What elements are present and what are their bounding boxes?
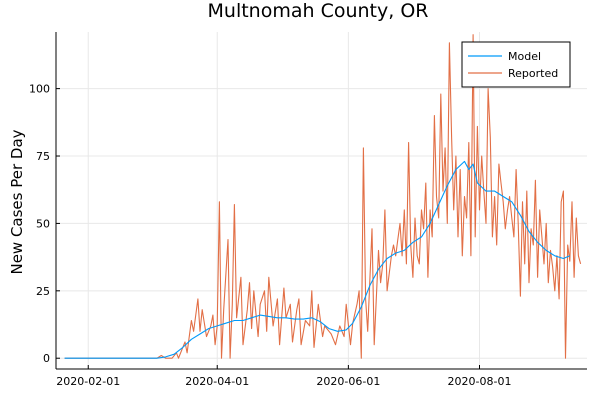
x-tick-label: 2020-04-01 — [185, 375, 249, 388]
y-tick-label: 100 — [29, 83, 50, 96]
y-tick-label: 50 — [36, 217, 50, 230]
x-tick-label: 2020-06-01 — [316, 375, 380, 388]
y-tick-label: 25 — [36, 285, 50, 298]
series-line-reported — [64, 34, 582, 359]
y-tick-label: 0 — [43, 352, 50, 365]
legend-label-model: Model — [508, 50, 541, 63]
series-line-model — [64, 160, 571, 359]
tick-labels: 2020-02-01 2020-04-01 2020-06-01 2020-08-01… — [29, 83, 511, 388]
chart-title: Multnomah County, OR — [208, 0, 429, 22]
y-tick-label: 75 — [36, 150, 50, 163]
legend-box — [461, 41, 571, 88]
legend: Model Reported — [461, 41, 571, 88]
grid-lines — [56, 32, 587, 369]
series-lines — [64, 34, 582, 359]
axes — [55, 32, 587, 370]
x-tick-label: 2020-02-01 — [56, 375, 120, 388]
y-axis-label: New Cases Per Day — [8, 129, 26, 274]
x-tick-label: 2020-08-01 — [448, 375, 512, 388]
legend-label-reported: Reported — [508, 67, 558, 80]
